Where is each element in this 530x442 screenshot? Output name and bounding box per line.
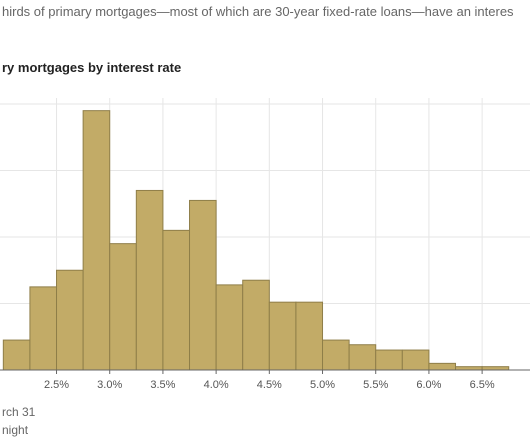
chart-title: ry mortgages by interest rate	[2, 60, 182, 75]
x-tick-label: 4.0%	[204, 379, 229, 391]
x-tick-label: 4.5%	[257, 379, 282, 391]
x-tick-label: 5.5%	[363, 379, 388, 391]
histogram-bar-5.25%	[348, 344, 377, 371]
footnote-date: rch 31	[2, 405, 36, 419]
histogram-bar-2.0%	[2, 339, 31, 371]
histogram-bar-6.0%	[428, 362, 457, 371]
histogram-bar-5.0%	[322, 339, 350, 371]
x-tick-label: 5.0%	[310, 379, 335, 391]
histogram-bar-4.0%	[215, 284, 244, 371]
x-tick-label: 6.0%	[416, 379, 441, 391]
x-tick-label: 2.5%	[44, 379, 69, 391]
histogram-bar-3.25%	[135, 189, 164, 371]
histogram-bar-3.75%	[189, 199, 217, 371]
histogram-bar-2.5%	[56, 269, 84, 371]
footnote-source: night	[2, 423, 29, 437]
chart-subtitle: hirds of primary mortgages—most of which…	[2, 4, 514, 19]
histogram-bar-4.5%	[268, 301, 297, 371]
x-tick-label: 3.0%	[97, 379, 122, 391]
histogram-bar-3.0%	[109, 243, 137, 371]
histogram-bar-5.5%	[375, 349, 403, 371]
histogram-bar-5.75%	[401, 349, 430, 371]
x-tick-label: 6.5%	[470, 379, 495, 391]
histogram-bar-2.75%	[82, 110, 111, 371]
histogram-bar-2.25%	[29, 286, 58, 371]
histogram-bar-3.5%	[162, 229, 191, 371]
histogram-bar-4.25%	[242, 279, 270, 371]
x-tick-label: 3.5%	[150, 379, 175, 391]
histogram-bar-4.75%	[295, 301, 324, 371]
